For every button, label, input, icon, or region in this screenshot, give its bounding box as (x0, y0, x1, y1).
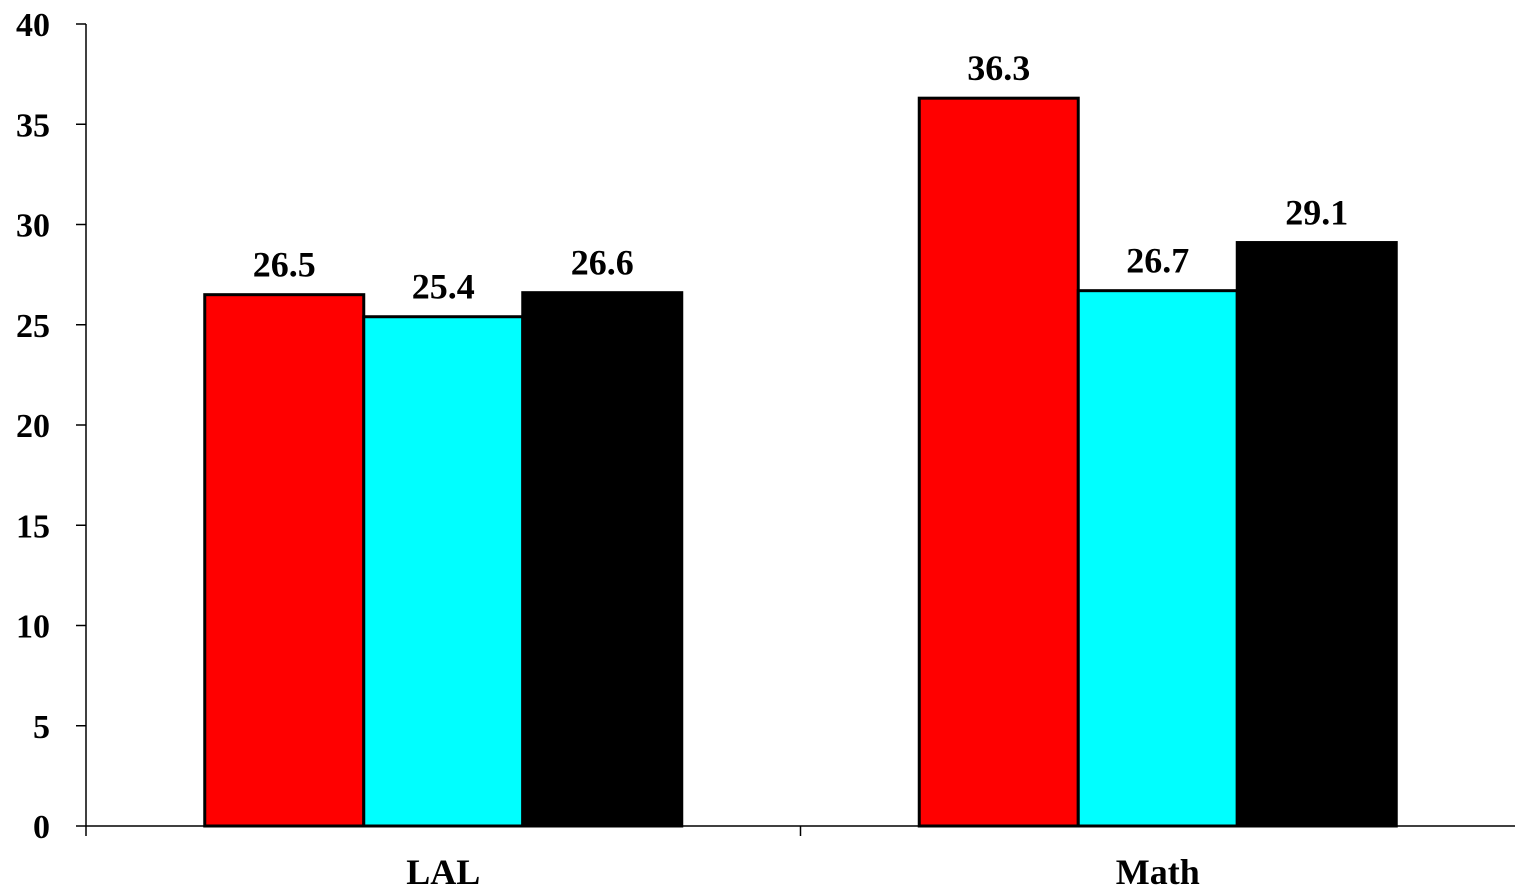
y-tick-label: 15 (16, 508, 50, 545)
y-tick-label: 30 (16, 208, 50, 245)
y-tick-label: 20 (16, 408, 50, 445)
y-tick-label: 10 (16, 609, 50, 646)
bar-math-series-1 (917, 96, 1080, 828)
y-tick-label: 40 (16, 7, 50, 44)
data-label-lal-series-1: 26.5 (253, 245, 316, 285)
data-label-lal-series-2: 25.4 (412, 267, 475, 307)
bar-math-series-2 (1076, 289, 1239, 828)
y-tick-label: 25 (16, 308, 50, 345)
labels-layer: 26.5 25.4 26.6 36.3 26.7 29.1 0 5 10 15 20 25 30 35 40… (16, 7, 1348, 889)
x-category-label-lal: LAL (406, 852, 480, 889)
bars-layer (203, 96, 1398, 828)
bar-math-series-3 (1235, 241, 1398, 828)
data-label-math-series-2: 26.7 (1126, 241, 1189, 281)
bar-lal-series-2 (362, 315, 525, 828)
bar-lal-series-3 (521, 291, 684, 828)
data-label-math-series-1: 36.3 (967, 48, 1030, 88)
bar-lal-series-1 (203, 293, 366, 828)
axes-layer (76, 23, 1515, 836)
data-label-lal-series-3: 26.6 (571, 243, 634, 283)
x-category-label-math: Math (1116, 852, 1200, 889)
y-tick-label: 5 (33, 709, 50, 746)
y-tick-label: 0 (33, 809, 50, 846)
y-tick-label: 35 (16, 107, 50, 144)
data-label-math-series-3: 29.1 (1285, 193, 1348, 233)
